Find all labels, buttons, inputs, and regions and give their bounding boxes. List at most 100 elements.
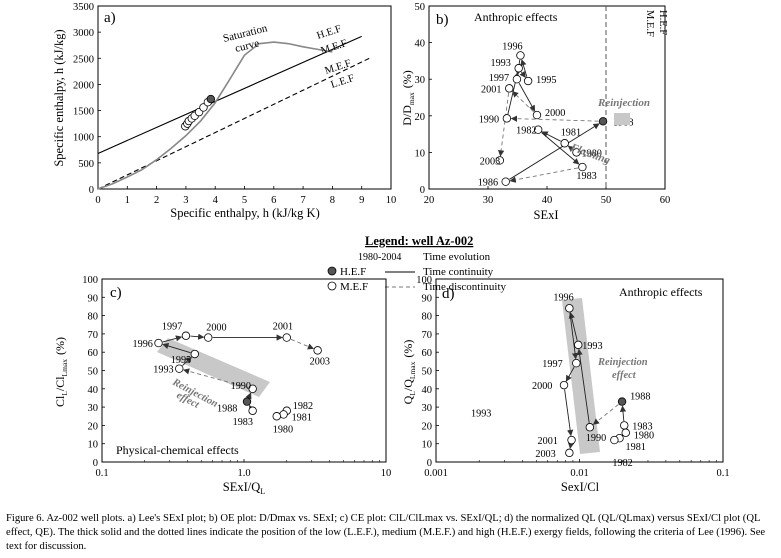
point-label: 1981 — [626, 442, 646, 453]
panel-c-frame — [101, 278, 387, 463]
mef-point — [181, 331, 191, 340]
point-label: 1993 — [153, 365, 173, 376]
mef-point — [154, 338, 163, 348]
y-tick-label: 50 — [415, 2, 426, 13]
point-label: 1990 — [231, 381, 251, 392]
y-tick-label: 30 — [415, 75, 426, 86]
x-tick-label: 5 — [242, 195, 247, 206]
point-label: 1996 — [133, 339, 153, 350]
panel-a-x-tick-labels: 0 1 2 3 4 5 6 7 8 9 10 — [95, 186, 396, 206]
x-tick-label: 8 — [330, 195, 335, 206]
y-tick-label: 60 — [88, 348, 99, 359]
panel-a-y-tick-labels: 0 500 1000 1500 2000 2500 3000 3500 — [73, 2, 101, 196]
trajectory-segment — [541, 131, 561, 142]
panel-c: c) ClL/ClLmax(%) SExI/QL 010203040506070… — [53, 275, 391, 496]
trajectory-segment — [248, 404, 256, 412]
panel-c-ylabel-sub1: L — [60, 391, 69, 396]
panel-b-xlabel: SExI — [534, 208, 559, 222]
trajectory-segment — [290, 338, 315, 350]
mef-point — [204, 333, 213, 342]
panel-b-flashing-label: Flashing — [568, 141, 612, 167]
mef-point — [559, 380, 569, 390]
mef-point — [279, 410, 288, 419]
trajectory-segment — [592, 404, 619, 425]
x-tick-label: 3 — [183, 195, 188, 206]
figure-canvas: a) Specific enthalpy, h (kJ/kg) Specific… — [52, 2, 730, 496]
mef-point — [512, 74, 522, 84]
point-label: 1996 — [553, 292, 573, 303]
panel-c-ylabel-sub2: Lmax — [60, 359, 69, 377]
panel-d-xlabel: SexI/Cl — [561, 480, 600, 494]
legend-evolution: Time evolution — [423, 251, 491, 263]
x-tick-label: 20 — [424, 195, 435, 206]
point-label: 1982 — [516, 126, 536, 137]
y-tick-label: 80 — [88, 312, 99, 323]
panel-a-plot-area — [97, 35, 371, 190]
y-tick-label: 10 — [422, 440, 433, 451]
trajectory-segment — [510, 115, 599, 122]
y-tick-label: 50 — [88, 367, 99, 378]
y-tick-label: 50 — [422, 367, 433, 378]
y-tick-label: 40 — [415, 39, 426, 50]
y-tick-label: 30 — [422, 403, 433, 414]
mef-point — [533, 125, 543, 134]
panel-c-xlabel-main: SExI/Q — [223, 480, 261, 494]
trajectory-segment — [497, 92, 510, 157]
y-tick-label: 40 — [88, 385, 99, 396]
trajectory-segment — [509, 167, 579, 183]
point-label: 1993 — [582, 341, 602, 352]
mef-point — [572, 358, 581, 368]
trajectory-segment — [564, 389, 574, 437]
figure-caption: Figure 6. Az-002 well plots. a) Lee's SE… — [6, 513, 766, 552]
y-tick-label: 2500 — [73, 54, 94, 65]
y-tick-label: 3500 — [73, 2, 94, 13]
point-label: 1990 — [479, 114, 499, 125]
mef-point — [585, 423, 595, 432]
legend-discontinuity: Time discontinuity — [423, 281, 507, 293]
mef-point — [567, 435, 576, 445]
panel-c-xlabel: SExI/QL — [223, 480, 266, 496]
panel-d-ylabel-sub1: L — [408, 391, 417, 396]
panel-b-ylabel-main: D/D — [400, 105, 414, 126]
panel-b-y-tick-labels: 0 10 20 30 40 50 — [415, 2, 432, 196]
x-tick-label: 10 — [386, 195, 397, 206]
trajectory-segment — [519, 70, 526, 78]
trajectory-segment — [619, 405, 627, 421]
trajectory-segment — [576, 348, 590, 423]
trajectory-segment — [518, 82, 536, 112]
mef-point — [505, 84, 514, 93]
y-tick-label: 1500 — [73, 107, 94, 118]
y-tick-label: 10 — [415, 148, 426, 159]
y-tick-label: 0 — [89, 185, 94, 196]
point-label: 2001 — [273, 322, 293, 333]
panel-c-label: c) — [110, 285, 122, 301]
point-label: 1988 — [217, 404, 237, 415]
point-label: 1997 — [162, 322, 182, 333]
legend-mef-label: M.E.F — [340, 281, 368, 293]
panel-d-label: d) — [442, 286, 455, 302]
point-label: 1981 — [292, 412, 312, 423]
legend-hef-marker — [327, 266, 337, 276]
panel-b-reinjection-label: Reinjection — [597, 97, 650, 109]
panel-c-reinjection-band — [157, 338, 270, 397]
y-tick-label: 100 — [82, 275, 98, 286]
legend: Legend: well Az-002 1980-2004 Time evolu… — [327, 234, 507, 293]
trajectory-segment — [541, 132, 580, 165]
x-tick-label: 2 — [154, 195, 159, 206]
mef-point — [501, 177, 510, 186]
y-tick-label: 3000 — [73, 28, 94, 39]
panel-c-footer: Physical-chemical effects — [116, 443, 239, 457]
y-tick-label: 0 — [420, 185, 425, 196]
point-label: 1988 — [630, 392, 650, 403]
y-tick-label: 20 — [415, 112, 426, 123]
panel-b-title: Anthropic effects — [474, 10, 558, 24]
mef-point — [621, 428, 630, 437]
point-label: 1995 — [171, 355, 191, 366]
panel-a-label: a) — [104, 10, 116, 26]
y-tick-label: 0 — [427, 458, 432, 469]
point-label: 1996 — [502, 41, 522, 52]
hef-point — [598, 117, 608, 126]
point-label: 1980 — [582, 148, 602, 159]
point-label: 1983 — [576, 171, 596, 182]
